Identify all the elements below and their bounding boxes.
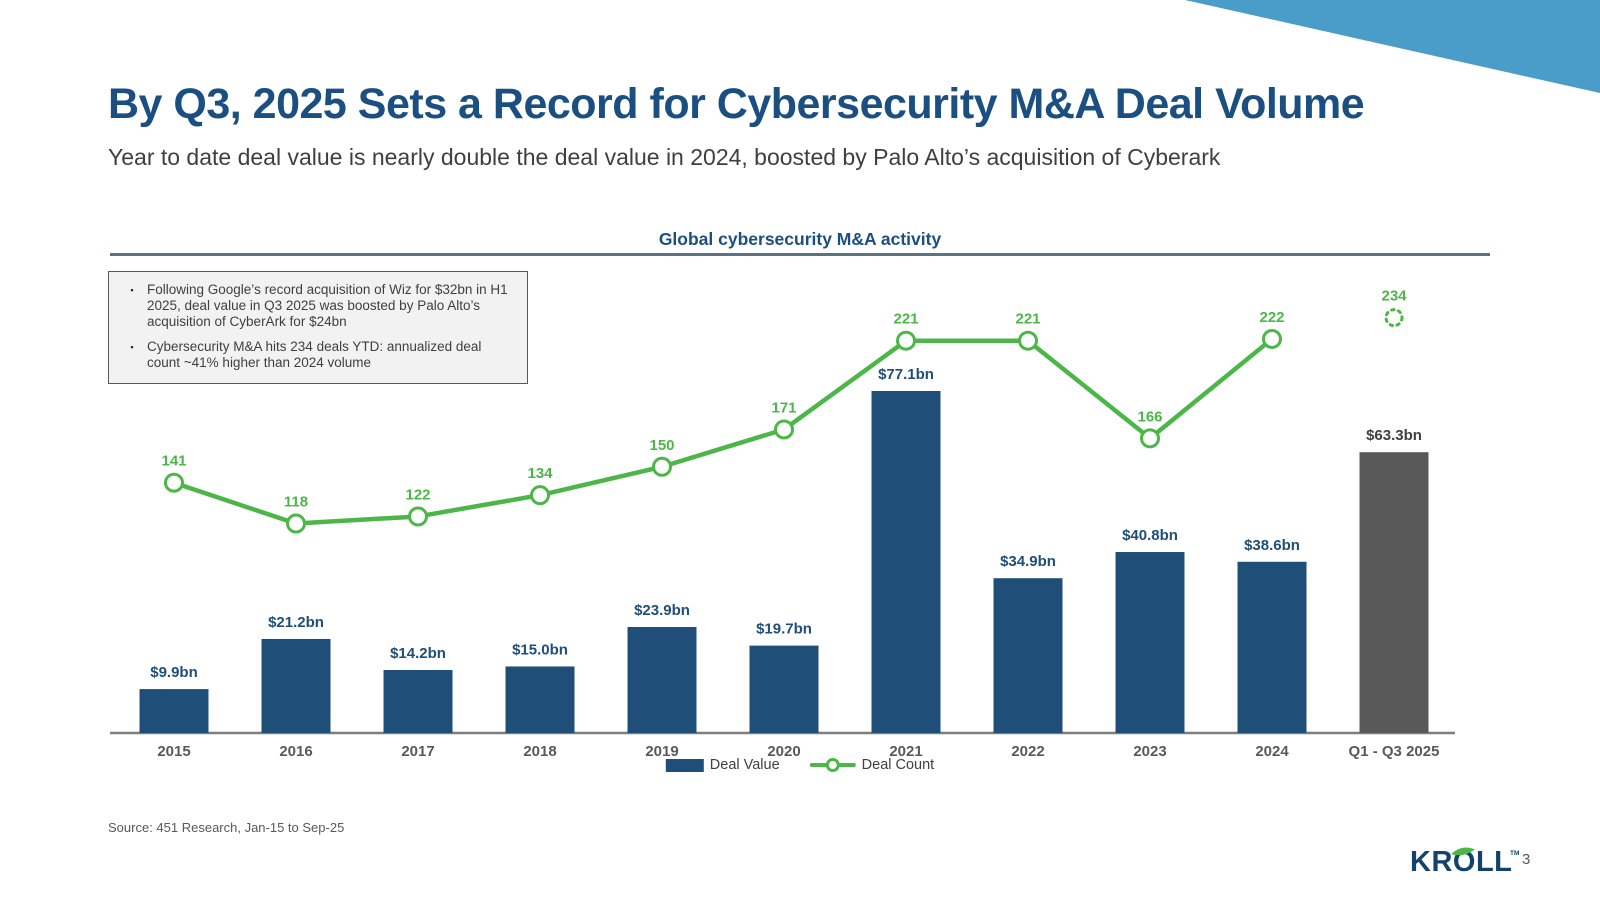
chart-title-divider: [110, 253, 1490, 256]
legend-item-deal-count: Deal Count: [809, 757, 935, 773]
deal-count-marker-2021: [896, 330, 916, 351]
note-text: Cybersecurity M&A hits 234 deals YTD: an…: [147, 338, 482, 370]
chart-legend: Deal Value Deal Count: [665, 757, 935, 773]
deal-count-label-2024: 222: [1259, 309, 1284, 326]
deal-count-label-2020: 171: [771, 399, 796, 416]
deal-count-marker-2015: [164, 472, 184, 493]
note-item: ▪ Cybersecurity M&A hits 234 deals YTD: …: [117, 339, 515, 371]
deal-count-marker-2023: [1140, 428, 1160, 449]
deal-count-marker-2018: [530, 485, 550, 506]
bar-value-label-2024: $38.6bn: [1244, 537, 1300, 554]
bar-value-label-2016: $21.2bn: [268, 614, 324, 631]
bar-Q1-Q32025: [1359, 452, 1429, 733]
deal-count-label-2015: 141: [161, 453, 186, 470]
deal-count-label-Q1-Q32025: 234: [1381, 288, 1407, 305]
deal-count-marker-2017: [408, 506, 428, 527]
bar-value-label-2017: $14.2bn: [390, 645, 446, 662]
bar-value-label-2023: $40.8bn: [1122, 527, 1178, 544]
x-axis-label-2016: 2016: [279, 743, 312, 760]
bar-2016: [261, 638, 331, 733]
bar-2021: [871, 391, 941, 733]
bullet-icon: ▪: [130, 341, 134, 352]
deal-count-label-2016: 118: [284, 494, 308, 511]
x-axis-label-2018: 2018: [523, 743, 556, 760]
deal-count-line-swatch-icon: [809, 758, 856, 772]
x-axis-label-2023: 2023: [1133, 743, 1166, 760]
deal-count-line: [173, 337, 1274, 526]
deal-count-marker-icon: [825, 758, 840, 772]
source-note: Source: 451 Research, Jan-15 to Sep-25: [108, 820, 345, 835]
x-axis-label-2021: 2021: [889, 743, 922, 760]
deal-count-marker-2016: [286, 513, 306, 534]
corner-triangle-decoration: [1185, 0, 1600, 93]
bar-value-label-2020: $19.7bn: [756, 621, 812, 638]
deal-count-marker-2022: [1018, 330, 1038, 351]
insights-note-box: ▪ Following Google’s record acquisition …: [108, 271, 528, 384]
bar-2022: [993, 578, 1063, 733]
deal-value-bar-swatch-icon: [665, 758, 704, 772]
bar-value-label-2021: $77.1bn: [878, 366, 934, 383]
bar-2020: [749, 645, 819, 733]
x-axis-label-2015: 2015: [157, 743, 190, 760]
deal-count-label-2019: 150: [649, 437, 674, 454]
bar-2018: [505, 666, 575, 733]
kroll-logo: KROLL TM: [1410, 846, 1519, 878]
note-item: ▪ Following Google’s record acquisition …: [117, 282, 515, 330]
page-subtitle: Year to date deal value is nearly double…: [108, 144, 1221, 170]
x-axis-label-2022: 2022: [1011, 743, 1044, 760]
x-axis-label-2019: 2019: [645, 743, 678, 760]
legend-item-deal-value: Deal Value: [665, 757, 780, 773]
bar-value-label-2019: $23.9bn: [634, 602, 690, 619]
deal-count-marker-2019: [652, 456, 672, 477]
bar-value-label-Q1-Q32025: $63.3bn: [1366, 427, 1422, 444]
x-axis-label-2017: 2017: [401, 743, 434, 760]
bar-2015: [139, 689, 209, 733]
bar-value-label-2018: $15.0bn: [512, 641, 568, 658]
bar-value-label-2015: $9.9bn: [150, 664, 198, 681]
deal-count-marker-2024: [1262, 328, 1282, 349]
page-number: 3: [1522, 851, 1531, 868]
deal-count-marker-projected: [1384, 308, 1404, 328]
deal-count-label-2023: 166: [1137, 408, 1162, 425]
legend-label-deal-value: Deal Value: [709, 757, 780, 773]
deal-count-label-2021: 221: [893, 311, 918, 328]
deal-count-marker-2020: [774, 419, 794, 440]
deal-count-label-2018: 134: [527, 465, 553, 482]
deal-count-label-2022: 221: [1015, 311, 1040, 328]
bar-value-label-2022: $34.9bn: [1000, 553, 1056, 570]
deal-count-label-2017: 122: [405, 486, 430, 503]
bar-2017: [383, 670, 453, 733]
bar-2019: [627, 626, 697, 733]
x-axis-label-2020: 2020: [767, 743, 800, 760]
x-axis-label-Q1-Q32025: Q1 - Q3 2025: [1349, 743, 1440, 760]
chart-title: Global cybersecurity M&A activity: [658, 229, 942, 249]
bar-2024: [1237, 561, 1307, 733]
note-text: Following Google’s record acquisition of…: [147, 282, 508, 329]
x-axis-label-2024: 2024: [1255, 743, 1289, 760]
svg-text:TM: TM: [1510, 850, 1519, 857]
bullet-icon: ▪: [130, 285, 134, 295]
page-title: By Q3, 2025 Sets a Record for Cybersecur…: [108, 80, 1365, 128]
legend-label-deal-count: Deal Count: [861, 757, 935, 773]
bar-2023: [1115, 552, 1185, 733]
logo-leaf-icon: [1451, 847, 1475, 856]
